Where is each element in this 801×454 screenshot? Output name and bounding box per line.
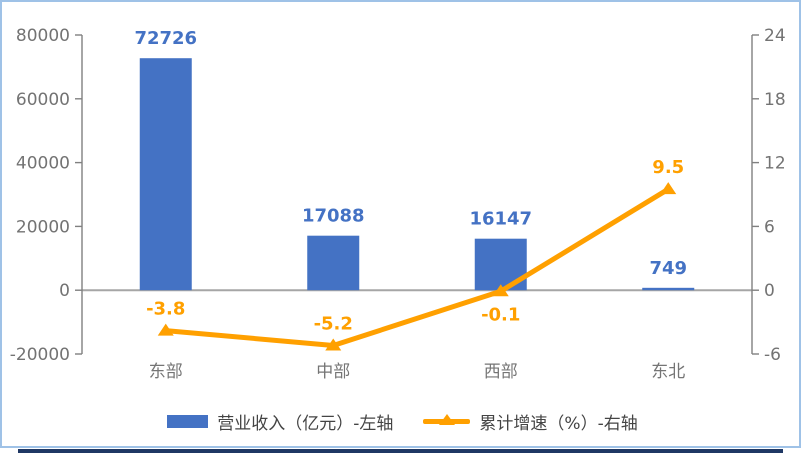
- bar-value-label: 17088: [302, 206, 365, 227]
- bar-value-label: 72726: [134, 28, 197, 49]
- line-value-label: 9.5: [652, 157, 684, 178]
- y-axis-left-tick-label: 40000: [16, 154, 70, 174]
- line-value-label: -5.2: [314, 313, 353, 334]
- line-value-label: -3.8: [146, 299, 185, 320]
- combo-chart-plot-area: 80000 60000 40000 20000 0 -20000 24 18 12 6 0 -6 727…: [10, 26, 786, 382]
- line-marker-triangle: [325, 338, 342, 351]
- bar-value-label: 16147: [469, 209, 532, 230]
- line-series-swatch-icon: [423, 413, 471, 429]
- y-axis-left-tick-label: 20000: [16, 217, 70, 237]
- line-marker-triangle: [492, 284, 509, 297]
- y-axis-right-tick-label: 6: [764, 217, 775, 237]
- category-label: 中部: [316, 362, 350, 382]
- legend-item-growth[interactable]: 累计增速（%）-右轴: [423, 409, 638, 434]
- category-label: 东北: [651, 362, 685, 382]
- bar-3: [642, 287, 695, 291]
- y-axis-left-tick-label: 80000: [16, 26, 70, 46]
- bar-0: [139, 58, 192, 291]
- y-axis-left-tick-label: -20000: [10, 345, 70, 365]
- line-marker-triangle: [157, 323, 174, 336]
- legend-label-growth: 累计增速（%）-右轴: [479, 413, 638, 434]
- y-axis-right-tick-label: -6: [764, 345, 781, 365]
- y-axis-right-tick-label: 24: [764, 26, 786, 46]
- category-label: 西部: [484, 362, 518, 382]
- growth-line: [163, 186, 671, 348]
- legend-item-revenue[interactable]: 营业收入（亿元）-左轴: [167, 409, 393, 434]
- legend-label-revenue: 营业收入（亿元）-左轴: [217, 413, 394, 434]
- y-axis-left-tick-label: 60000: [16, 90, 70, 110]
- bar-series-swatch-icon: [167, 414, 209, 428]
- y-axis-right-tick-label: 12: [764, 154, 786, 174]
- chart-legend: 营业收入（亿元）-左轴 累计增速（%）-右轴: [2, 406, 801, 436]
- line-marker-triangle: [660, 182, 677, 195]
- y-axis-right-tick-label: 0: [764, 281, 775, 301]
- bar-1: [307, 235, 360, 291]
- bar-value-label: 749: [649, 258, 687, 279]
- y-axis-right-tick-label: 18: [764, 90, 786, 110]
- line-value-label: -0.1: [481, 304, 520, 325]
- category-label: 东部: [149, 362, 183, 382]
- y-axis-left-tick-label: 0: [59, 281, 70, 301]
- slide-bottom-accent-bar: [18, 449, 783, 453]
